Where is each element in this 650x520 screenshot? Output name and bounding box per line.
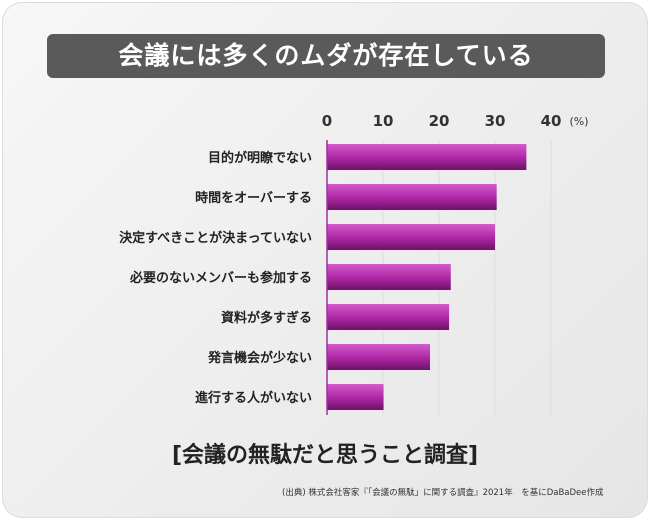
bar: [327, 344, 431, 370]
bar: [327, 264, 451, 290]
tick-label: 20: [429, 112, 450, 130]
tick-label: 0: [322, 112, 332, 130]
category-label: 進行する人がいない: [195, 390, 312, 406]
tick-label: 30: [485, 112, 506, 130]
bar: [327, 184, 497, 210]
bar: [327, 384, 384, 410]
tick-label: 10: [373, 112, 394, 130]
bar: [327, 304, 450, 330]
category-label: 発言機会が少ない: [207, 350, 312, 366]
unit-label: (%): [569, 115, 588, 128]
tick-label: 40: [541, 112, 562, 130]
category-label: 資料が多すぎる: [221, 310, 312, 326]
source-note: (出典) 株式会社客家『「会議の無駄」に関する調査』2021年 を基にDaBaD…: [282, 488, 604, 498]
category-label: 必要のないメンバーも参加する: [129, 270, 312, 286]
category-label: 決定すべきことが決まっていない: [119, 230, 312, 246]
category-label: 目的が明瞭でない: [208, 150, 312, 166]
category-label: 時間をオーバーする: [195, 190, 312, 206]
chart-subtitle: [会議の無駄だと思うこと調査]: [171, 443, 479, 468]
bar: [327, 224, 495, 250]
chart-title: 会議には多くのムダが存在している: [47, 34, 605, 78]
bar: [327, 144, 527, 170]
